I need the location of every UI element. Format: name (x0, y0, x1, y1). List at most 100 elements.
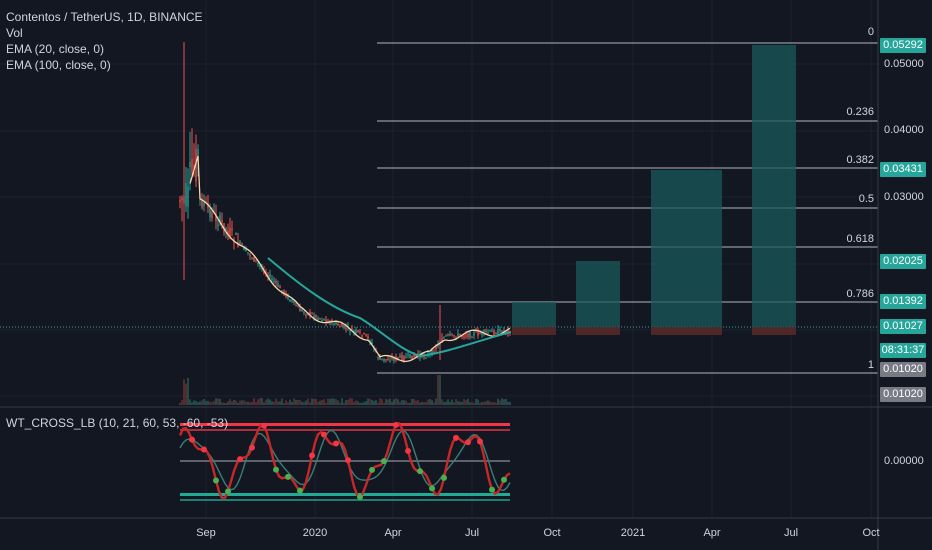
chart-title: Contentos / TetherUS, 1D, BINANCE (6, 10, 203, 24)
volume-bar (351, 398, 353, 405)
volume-bar (417, 400, 419, 405)
volume-bar (183, 379, 185, 405)
candle-body (409, 354, 411, 358)
candle-body (253, 256, 255, 262)
volume-bar (453, 402, 455, 405)
volume-bar (205, 400, 207, 405)
volume-bar (467, 398, 469, 405)
target-box (512, 302, 556, 327)
oscillator-pane (178, 421, 511, 501)
volume-bar (249, 402, 251, 405)
candle-body (431, 349, 433, 356)
candle-body (293, 300, 295, 303)
candle-body (247, 252, 249, 254)
volume-bar (353, 401, 355, 405)
cross-dot (297, 487, 303, 494)
volume-bar (301, 401, 303, 405)
fib-label: 0.236 (846, 106, 874, 118)
volume-bar (397, 399, 399, 405)
cross-dot (357, 493, 363, 500)
volume-bar (455, 399, 457, 405)
oversold-band (180, 493, 510, 496)
price-tick: 0.03000 (884, 191, 924, 203)
candle-body (197, 149, 199, 158)
volume-bar (499, 400, 501, 405)
price-tag: 0.05292 (880, 38, 926, 53)
volume-bar (329, 398, 331, 405)
candle-body (235, 233, 237, 235)
candle-body (271, 278, 273, 281)
volume-bar (293, 398, 295, 405)
cross-dot (453, 434, 459, 441)
candle-body (445, 335, 447, 337)
candle-body (361, 334, 363, 338)
volume-bar (449, 401, 451, 405)
volume-bar (403, 400, 405, 405)
cross-dot (333, 440, 339, 447)
volume-bar (457, 401, 459, 405)
cross-dot (189, 436, 195, 443)
candle-body (351, 327, 353, 330)
volume-bar (357, 401, 359, 405)
candle-body (231, 228, 233, 231)
candle-body (393, 358, 395, 361)
candle-body (273, 281, 275, 283)
vol-legend[interactable]: Vol (6, 26, 23, 40)
candle-body (405, 356, 407, 359)
volume-bar (195, 400, 197, 405)
volume-bar (441, 399, 443, 405)
volume-bar (411, 398, 413, 405)
volume-bar (207, 400, 209, 405)
time-label: Sep (196, 527, 216, 539)
volume-bar (437, 375, 439, 405)
candle-body (201, 198, 203, 208)
candle-body (179, 199, 181, 203)
target-boxes (512, 45, 796, 335)
volume-bar (345, 400, 347, 405)
volume-bar (331, 398, 333, 405)
oscillator-legend[interactable]: WT_CROSS_LB (10, 21, 60, 53, -60, -53) (6, 416, 229, 430)
candle-body (221, 220, 223, 223)
volume-bar (319, 400, 321, 405)
volume-bar (327, 398, 329, 405)
candle-body (391, 357, 393, 359)
candle-body (257, 263, 259, 265)
candle-body (357, 330, 359, 332)
cross-dot (393, 421, 399, 428)
ema100-legend[interactable]: EMA (100, close, 0) (6, 58, 111, 72)
fib-label: 0.382 (846, 154, 874, 166)
volume-bar (179, 402, 181, 405)
volume-bar (219, 398, 221, 405)
ema20-legend[interactable]: EMA (20, close, 0) (6, 42, 105, 56)
volume-bar (231, 401, 233, 405)
candle-body (339, 326, 341, 328)
ema20-line (189, 155, 511, 363)
volume-bar (381, 399, 383, 405)
candle-body (363, 333, 365, 335)
cross-dot (441, 474, 447, 481)
volume-bar (217, 398, 219, 405)
volume-bar (243, 400, 245, 405)
candle-body (203, 203, 205, 206)
candle-body (359, 331, 361, 333)
candle-body (497, 329, 499, 335)
volume-bar (295, 399, 297, 405)
volume-bar (313, 398, 315, 405)
cross-dot (501, 476, 507, 483)
candle-body (379, 357, 381, 360)
volume-bar (447, 399, 449, 405)
time-label: Apr (703, 527, 721, 539)
candle-body (389, 360, 391, 362)
volume-bar (321, 399, 323, 405)
candle-body (329, 321, 331, 325)
wt2-line (179, 429, 511, 492)
volume-bar (255, 402, 257, 405)
volume-bar (287, 402, 289, 405)
volume-bar (379, 398, 381, 405)
candle-body (397, 357, 399, 359)
cross-dot (489, 486, 495, 493)
volume-bar (489, 401, 491, 405)
fibonacci-retracement (0, 42, 878, 374)
volume-bar (451, 399, 453, 405)
